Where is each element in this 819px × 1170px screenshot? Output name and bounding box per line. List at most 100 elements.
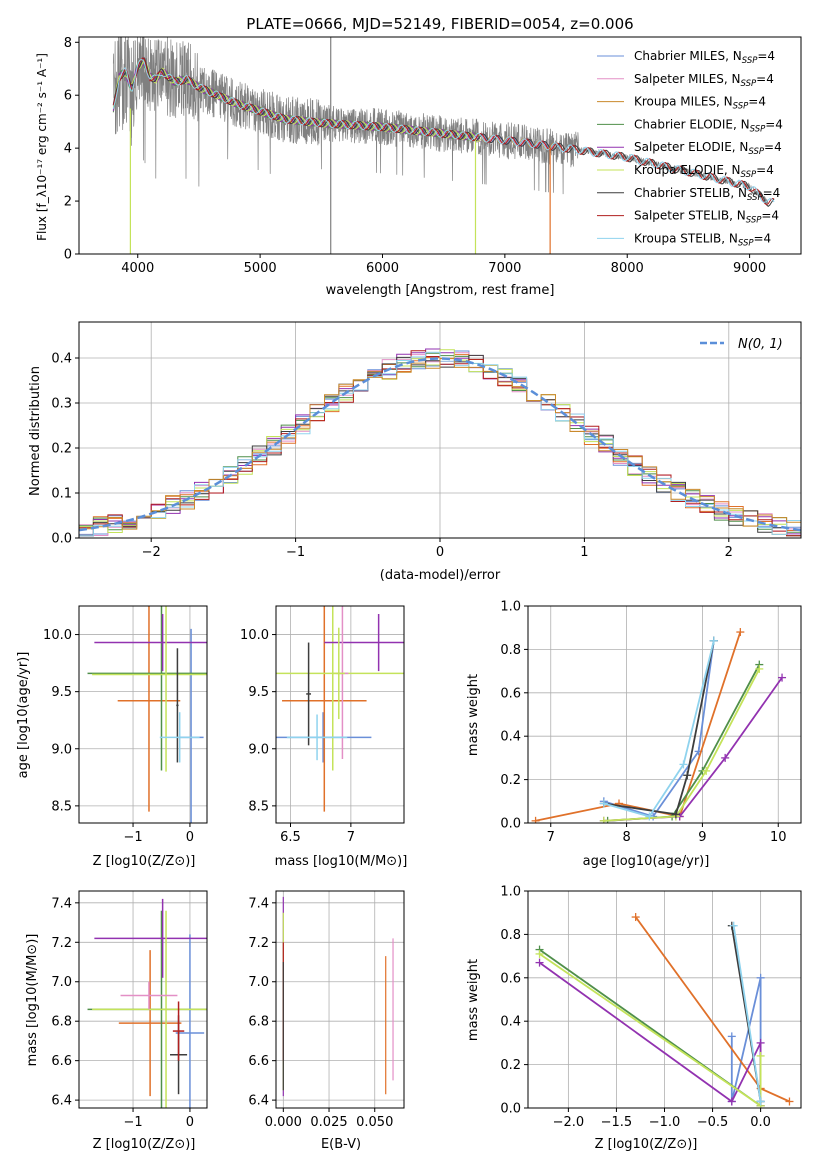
x-tick-label: 5000 (244, 261, 277, 276)
residual-histogram (79, 357, 801, 538)
age-vs-Z-xlabel: Z [log10(Z/Z⊙)] (93, 854, 196, 869)
y-tick-label: 6.8 (248, 1015, 269, 1030)
x-tick-label: 0.025 (310, 1115, 347, 1130)
legend-entry-suffix: =4 (763, 186, 781, 200)
residuals-panel: −2 −1 0 1 2 0.0 0.1 0.2 0.3 0.4 (data-model)/erro… (28, 321, 802, 583)
axes-border (78, 605, 208, 824)
mass-vs-EBV-xlabel: E(B-V) (321, 1137, 361, 1152)
axes-frame: −2.0 −1.5 −1.0 −0.5 0.0 0.0 0.2 0.4 0.6 0.8 1.0 (500, 885, 802, 1130)
y-tick-label: 7.4 (51, 896, 72, 911)
plot-area (282, 896, 394, 1097)
y-tick-label: 6 (64, 89, 72, 104)
legend-entry-suffix: =4 (765, 117, 783, 131)
x-tick-label: 7 (347, 830, 355, 845)
y-tick-label: 9.0 (248, 742, 269, 757)
age-vs-Z-ylabel: age [log10(age/yr)] (16, 652, 31, 779)
y-tick-label: 0.4 (500, 1015, 521, 1030)
y-tick-label: 7.4 (248, 896, 269, 911)
legend-entry-label: Chabrier ELODIE, NSSP=4 (634, 117, 783, 134)
spectrum-ylabel: Flux [f_λ10⁻¹⁷ erg cm⁻² s⁻¹ A⁻¹] (35, 53, 49, 241)
y-tick-label: 0.3 (51, 397, 72, 412)
legend-entry-suffix: =4 (756, 72, 774, 86)
legend-entry-suffix: =4 (764, 140, 782, 154)
plot-area (535, 913, 794, 1108)
axes-border (527, 605, 802, 824)
age-vs-mass-panel: 6.5 7 8.5 9.0 9.5 10.0 mass [log10(M/M⊙)] (240, 605, 408, 869)
y-tick-label: 1.0 (500, 885, 521, 900)
y-tick-label: 0.2 (500, 1058, 521, 1073)
legend-entry-label: Chabrier STELIB, NSSP=4 (634, 186, 780, 203)
axes-frame: −1 0 8.5 9.0 9.5 10.0 (43, 605, 208, 845)
axes-frame: 6.5 7 8.5 9.0 9.5 10.0 (240, 605, 405, 845)
x-tick-label: −0.5 (697, 1115, 729, 1130)
spectrum-legend: Chabrier MILES, NSSP=4 Salpeter MILES, NS… (597, 49, 783, 248)
age-vs-mass-xlabel: mass [log10(M/M⊙)] (275, 854, 408, 869)
y-tick-label: 0.0 (500, 1102, 521, 1117)
y-tick-label: 0.0 (500, 817, 521, 832)
legend-entry-subscript: SSP (748, 147, 764, 157)
spectrum-xlabel: wavelength [Angstrom, rest frame] (326, 283, 555, 298)
legend-entry-suffix: =4 (761, 209, 779, 223)
gaussian-curve (79, 357, 801, 532)
plot-area (87, 898, 207, 1108)
legend-entry-subscript: SSP (741, 170, 757, 180)
y-tick-label: 6.6 (51, 1054, 72, 1069)
axes-frame: 4000 5000 6000 7000 8000 9000 0 2 4 6 8 (64, 36, 802, 276)
mass-vs-EBV-panel: 0.000 0.025 0.050 6.4 6.6 6.8 7.0 7.2 7.4 E(B-V) (248, 890, 405, 1152)
spectrum-panel: PLATE=0666, MJD=52149, FIBERID=0054, z=0… (35, 15, 802, 298)
x-tick-label: −1.0 (649, 1115, 681, 1130)
y-tick-label: 6.8 (51, 1015, 72, 1030)
age-vs-Z-panel: −1 0 8.5 9.0 9.5 10.0 Z [log10(Z/Z⊙)] age [lo… (16, 605, 208, 869)
weight-line (603, 668, 761, 822)
y-tick-label: 0 (64, 248, 72, 263)
y-tick-label: 0.4 (51, 352, 72, 367)
legend-entry-label: Salpeter MILES, NSSP=4 (634, 72, 774, 89)
x-tick-label: −1 (123, 830, 142, 845)
legend-entry-subscript: SSP (746, 216, 762, 226)
axes-frame: −2 −1 0 1 2 0.0 0.1 0.2 0.3 0.4 (51, 321, 802, 560)
legend-entry-label: Kroupa ELODIE, NSSP=4 (634, 163, 774, 180)
legend-entry-subscript: SSP (741, 79, 757, 89)
y-tick-label: 0.4 (500, 730, 521, 745)
x-tick-label: 8 (622, 830, 630, 845)
x-tick-label: −2 (142, 545, 161, 560)
x-tick-label: 9000 (733, 261, 766, 276)
y-tick-label: 6.4 (51, 1094, 72, 1109)
weight-line (603, 640, 715, 816)
y-tick-label: 0.8 (500, 928, 521, 943)
y-tick-label: 0.6 (500, 686, 521, 701)
axes-border (78, 36, 802, 255)
x-tick-label: 10 (770, 830, 787, 845)
weight-vs-Z-panel: −2.0 −1.5 −1.0 −0.5 0.0 0.0 0.2 0.4 0.6 0.8 1.0 Z … (466, 885, 802, 1152)
x-tick-label: 0.050 (356, 1115, 393, 1130)
y-tick-label: 7.0 (51, 975, 72, 990)
legend-entry-suffix: =4 (757, 49, 775, 63)
y-tick-label: 8 (64, 36, 72, 51)
legend-entry-subscript: SSP (738, 238, 754, 248)
weight-line (732, 925, 762, 1102)
plot-area (87, 606, 207, 823)
y-tick-label: 9.5 (248, 685, 269, 700)
y-tick-label: 0.0 (51, 532, 72, 547)
axes-border (275, 605, 405, 824)
y-tick-label: 0.2 (51, 442, 72, 457)
legend-entry-subscript: SSP (733, 102, 749, 112)
x-tick-label: 0.000 (265, 1115, 302, 1130)
x-tick-label: 6.5 (280, 830, 301, 845)
y-tick-label: 1.0 (500, 600, 521, 615)
legend-entry-subscript: SSP (750, 124, 766, 134)
residuals-ylabel: Normed distribution (28, 366, 43, 496)
legend-entry-label: Salpeter ELODIE, NSSP=4 (634, 140, 782, 157)
y-tick-label: 9.5 (51, 685, 72, 700)
y-tick-label: 8.5 (248, 799, 269, 814)
x-tick-label: 0.0 (750, 1115, 771, 1130)
weight-vs-age-xlabel: age [log10(age/yr)] (583, 854, 710, 869)
legend-entry-label: Kroupa STELIB, NSSP=4 (634, 231, 771, 248)
y-tick-label: 0.6 (500, 971, 521, 986)
y-tick-label: 10.0 (240, 628, 269, 643)
x-tick-label: 0 (186, 830, 194, 845)
legend-entry-subscript: SSP (742, 56, 758, 66)
mass-vs-Z-ylabel: mass [log10(M/M⊙)] (25, 934, 40, 1067)
legend-entry-label: Salpeter STELIB, NSSP=4 (634, 209, 779, 226)
